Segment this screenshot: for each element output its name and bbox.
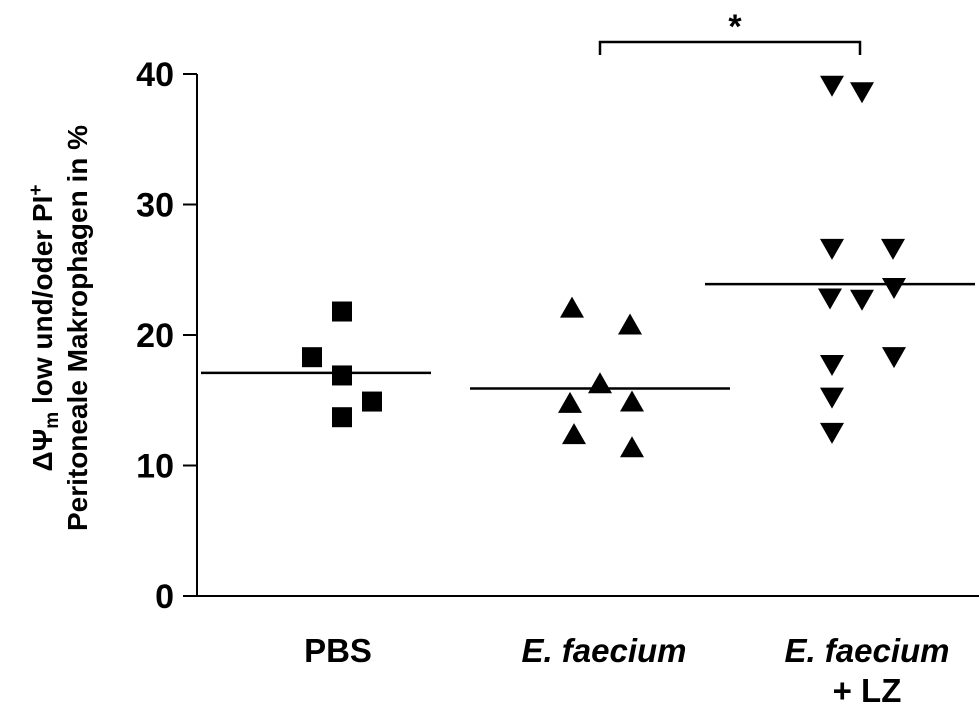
y-tick-label: 40 bbox=[136, 56, 174, 94]
data-point-triangle-down bbox=[850, 82, 874, 104]
y-tick-label: 20 bbox=[136, 317, 174, 355]
category-label: E. faecium bbox=[784, 632, 949, 669]
data-point-triangle-down bbox=[881, 238, 905, 260]
data-point-triangle-up bbox=[588, 372, 612, 394]
data-point-triangle-down bbox=[820, 422, 844, 444]
y-ticks: 0 10 20 30 40 bbox=[136, 56, 197, 616]
significance-bracket-line bbox=[598, 40, 862, 55]
data-point-triangle-down bbox=[882, 278, 906, 300]
y-tick-label: 0 bbox=[155, 578, 174, 616]
data-point-triangle-up bbox=[618, 313, 642, 335]
y-axis-label: ΔΨm low und/oder PI+ Peritoneale Makroph… bbox=[26, 125, 93, 531]
data-points bbox=[302, 75, 906, 458]
data-point-triangle-up bbox=[562, 423, 586, 445]
data-point-triangle-down bbox=[818, 288, 842, 310]
data-point-square bbox=[332, 301, 352, 322]
data-point-triangle-down bbox=[820, 387, 844, 409]
y-label-text: low und/oder PI bbox=[27, 196, 58, 412]
data-point-triangle-up bbox=[560, 296, 584, 318]
y-axis-label-line1: ΔΨm low und/oder PI+ bbox=[26, 184, 63, 471]
data-point-square bbox=[332, 407, 352, 428]
data-point-square bbox=[302, 347, 322, 368]
data-point-square bbox=[362, 391, 382, 412]
data-point-triangle-down bbox=[850, 289, 874, 311]
data-point-triangle-down bbox=[820, 355, 844, 377]
y-tick-label: 10 bbox=[136, 448, 174, 486]
data-point-triangle-down bbox=[882, 347, 906, 369]
data-point-triangle-down bbox=[820, 238, 844, 260]
category-label: E. faecium bbox=[521, 632, 686, 669]
y-label-delta-psi: ΔΨ bbox=[27, 429, 58, 472]
y-axis-label-line2: Peritoneale Makrophagen in % bbox=[62, 125, 93, 531]
category-label-line2: + LZ bbox=[833, 672, 902, 708]
y-label-superscript: + bbox=[26, 184, 47, 195]
y-label-subscript: m bbox=[42, 412, 63, 429]
category-labels: PBS E. faecium E. faecium+ LZ bbox=[304, 632, 949, 708]
data-point-triangle-up bbox=[620, 390, 644, 412]
data-point-triangle-up bbox=[620, 436, 644, 458]
category-label: PBS bbox=[304, 632, 372, 669]
data-point-square bbox=[332, 365, 352, 386]
y-tick-label: 30 bbox=[136, 187, 174, 225]
data-point-triangle-up bbox=[558, 391, 582, 413]
significance-asterisk: * bbox=[728, 8, 742, 46]
axes bbox=[196, 74, 979, 597]
data-point-triangle-down bbox=[820, 75, 844, 97]
significance-bracket: * bbox=[598, 8, 862, 55]
